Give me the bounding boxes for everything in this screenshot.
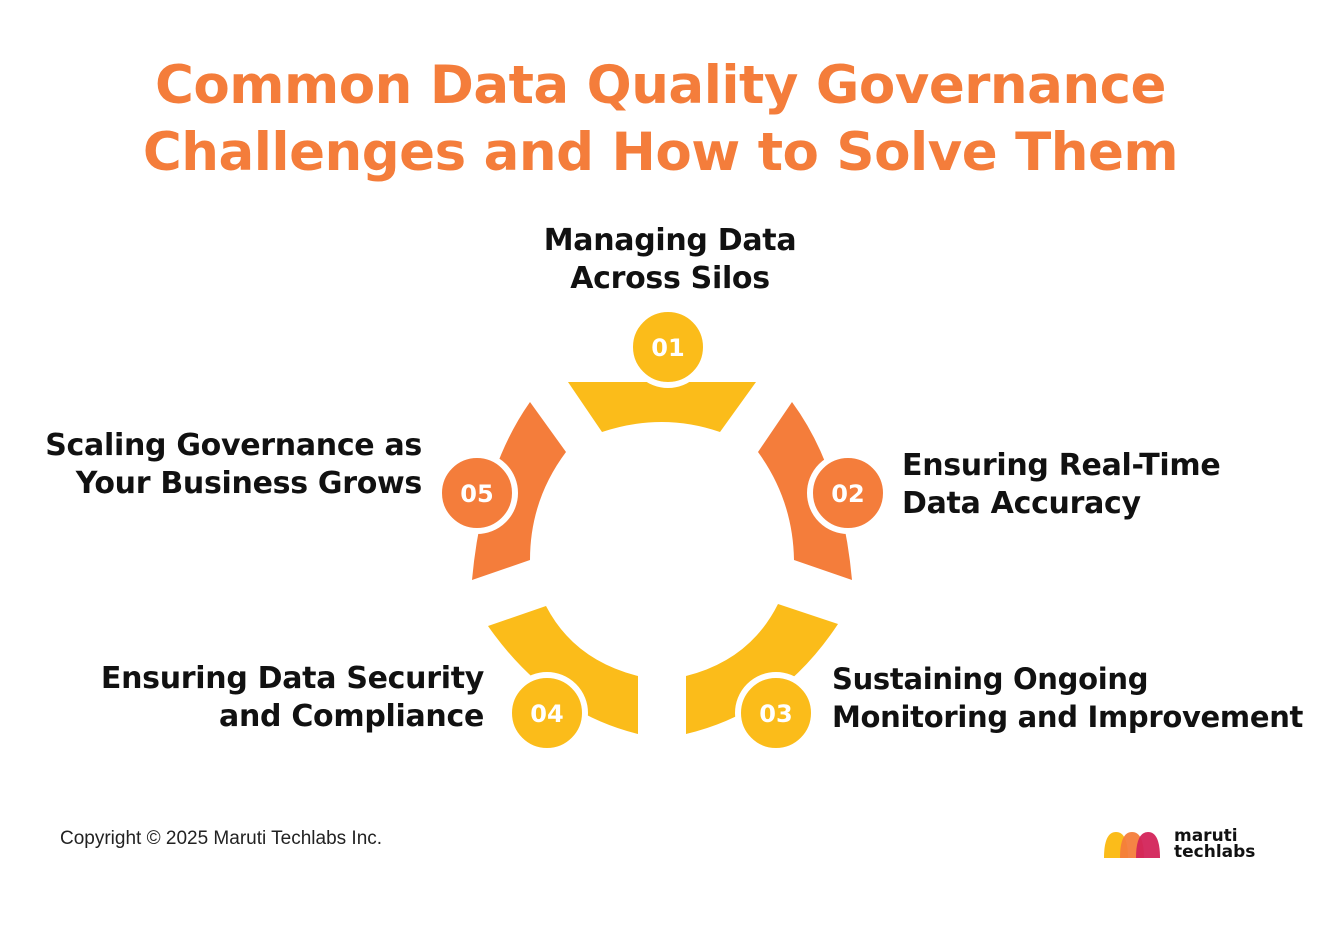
arc-segment-05 (472, 402, 566, 580)
arc-segment-01 (568, 382, 756, 432)
step-label-04: Ensuring Data Security and Compliance (100, 661, 484, 734)
step-label-02: Ensuring Real-Time Data Accuracy (902, 448, 1221, 521)
step-number-01: 01 (651, 334, 684, 362)
step-number-04: 04 (530, 700, 563, 728)
step-circle-02 (807, 452, 889, 534)
step-label-05: Scaling Governance as Your Business Grow… (45, 428, 422, 501)
step-label-03: Sustaining Ongoing Monitoring and Improv… (832, 662, 1304, 734)
step-number-02: 02 (831, 480, 864, 508)
maruti-techlabs-logo-icon (1104, 832, 1160, 858)
step-number-05: 05 (460, 480, 493, 508)
copyright-text: Copyright © 2025 Maruti Techlabs Inc. (60, 828, 383, 849)
page-title: Common Data Quality Governance Challenge… (0, 52, 1321, 186)
step-circle-03 (735, 672, 817, 754)
arc-segment-02 (758, 402, 852, 580)
step-circle-01 (627, 306, 709, 388)
step-marker-05: 05 (436, 452, 518, 534)
step-marker-03: 03 (735, 672, 817, 754)
step-circle-05 (436, 452, 518, 534)
title-line-2: Challenges and How to Solve Them (142, 122, 1179, 183)
step-label-01: Managing Data Across Silos (543, 223, 797, 296)
logo-line-2: techlabs (1174, 842, 1256, 862)
logo-wordmark: maruti techlabs (1174, 826, 1256, 862)
step-marker-01: 01 (627, 306, 709, 388)
title-line-1: Common Data Quality Governance (154, 55, 1167, 116)
arc-segment-04 (488, 606, 638, 734)
step-marker-02: 02 (807, 452, 889, 534)
logo-line-1: maruti (1174, 826, 1238, 846)
step-circle-04 (506, 672, 588, 754)
arc-segment-03 (686, 604, 838, 734)
step-number-03: 03 (759, 700, 792, 728)
step-marker-04: 04 (506, 672, 588, 754)
